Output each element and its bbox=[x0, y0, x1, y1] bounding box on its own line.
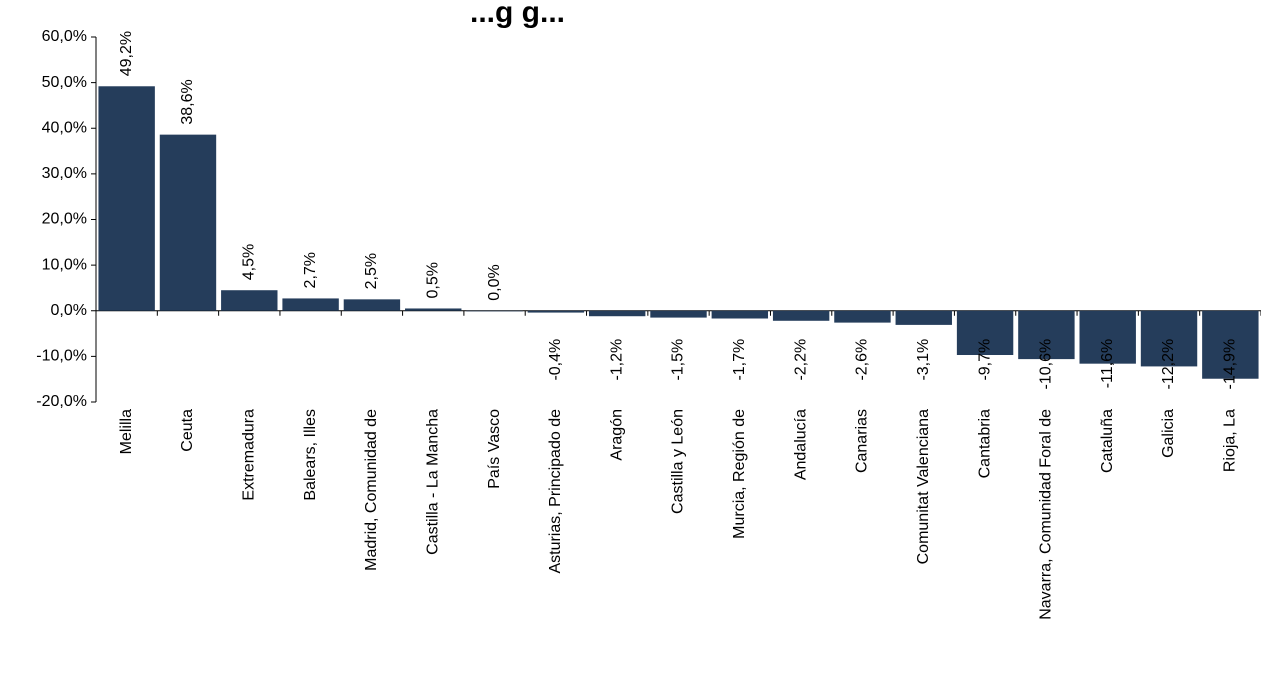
y-tick-label: -20,0% bbox=[36, 393, 87, 410]
category-labels: Melilla Ceuta Extremadura Balears, Illes Mad… bbox=[118, 409, 1239, 620]
data-label: 38,6% bbox=[179, 79, 196, 124]
bar bbox=[834, 310, 891, 323]
data-label: -14,9% bbox=[1222, 339, 1239, 390]
bar bbox=[1018, 310, 1075, 360]
y-tick-label: 30,0% bbox=[42, 165, 87, 182]
bar bbox=[895, 310, 952, 325]
y-tick-label: 20,0% bbox=[42, 211, 87, 228]
bar bbox=[1202, 310, 1259, 379]
data-label: -1,5% bbox=[670, 339, 687, 381]
bar bbox=[1140, 310, 1198, 367]
data-label: 49,2% bbox=[118, 31, 135, 76]
data-label: -3,1% bbox=[915, 339, 932, 381]
bar bbox=[956, 310, 1014, 356]
data-labels: 49,2% 38,6% 4,5% 2,7% 2,5% 0,5% 0,0% -0,4% -1,2%… bbox=[118, 31, 1239, 390]
bars bbox=[98, 86, 1259, 379]
bar bbox=[159, 134, 217, 311]
bar bbox=[221, 290, 278, 311]
data-label: 0,5% bbox=[424, 262, 441, 298]
data-label: -1,2% bbox=[608, 339, 625, 381]
data-label: 0,0% bbox=[486, 264, 503, 300]
bar bbox=[466, 310, 523, 312]
y-tick-label: 60,0% bbox=[42, 28, 87, 45]
bar bbox=[588, 310, 646, 317]
category-label: Ceuta bbox=[179, 409, 196, 452]
category-label: Extremadura bbox=[241, 409, 258, 501]
y-tick-label: 0,0% bbox=[51, 302, 87, 319]
data-label: -11,6% bbox=[1099, 339, 1116, 389]
bar bbox=[405, 308, 462, 311]
data-label: -9,7% bbox=[976, 339, 993, 381]
data-label: -12,2% bbox=[1160, 339, 1177, 390]
data-label: 2,7% bbox=[302, 252, 319, 288]
category-label: Castilla - La Mancha bbox=[424, 409, 441, 555]
data-label: -10,6% bbox=[1038, 339, 1055, 390]
category-label: Cantabria bbox=[976, 409, 993, 478]
category-label: Comunitat Valenciana bbox=[915, 409, 932, 564]
category-label: Castilla y León bbox=[670, 409, 687, 514]
y-tick-label: 10,0% bbox=[42, 256, 87, 273]
bar bbox=[343, 299, 401, 311]
category-label: Melilla bbox=[118, 409, 135, 454]
bar bbox=[1079, 310, 1136, 364]
data-label: 4,5% bbox=[241, 244, 258, 280]
data-label: 2,5% bbox=[363, 253, 380, 289]
category-label: Navarra, Comunidad Foral de bbox=[1038, 409, 1055, 620]
bar bbox=[527, 310, 585, 313]
category-label: Andalucía bbox=[792, 409, 809, 480]
y-tick-label: 50,0% bbox=[42, 74, 87, 91]
category-label: Balears, Illes bbox=[302, 409, 319, 501]
data-label: -2,6% bbox=[854, 339, 871, 381]
data-label: -1,7% bbox=[731, 339, 748, 381]
category-label: Galicia bbox=[1160, 409, 1177, 458]
category-label: País Vasco bbox=[486, 409, 503, 489]
bar bbox=[772, 310, 830, 321]
category-label: Asturias, Principado de bbox=[547, 409, 564, 574]
y-axis: 60,0% 50,0% 40,0% 30,0% 20,0% 10,0% 0,0% -10,0%… bbox=[36, 28, 1261, 410]
bar bbox=[650, 310, 707, 318]
category-label: Murcia, Región de bbox=[731, 409, 748, 539]
bar bbox=[711, 310, 769, 319]
category-label: Rioja, La bbox=[1222, 409, 1239, 472]
bar bbox=[282, 298, 339, 311]
chart-title: ...g g... bbox=[470, 0, 565, 29]
category-label: Madrid, Comunidad de bbox=[363, 409, 380, 571]
category-label: Aragón bbox=[608, 409, 625, 461]
y-tick-label: -10,0% bbox=[36, 348, 87, 365]
data-label: -2,2% bbox=[792, 339, 809, 381]
category-label: Cataluña bbox=[1099, 409, 1116, 473]
data-label: -0,4% bbox=[547, 339, 564, 381]
category-label: Canarias bbox=[854, 409, 871, 473]
y-tick-label: 40,0% bbox=[42, 119, 87, 136]
bar bbox=[98, 86, 155, 311]
